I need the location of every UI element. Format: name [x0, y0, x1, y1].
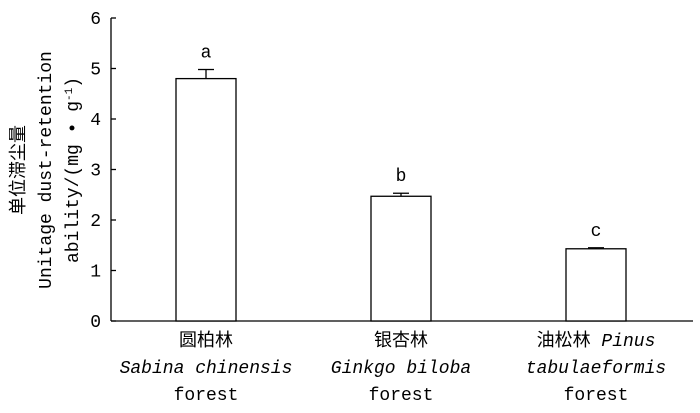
label-run: forest: [369, 386, 434, 406]
label-run: 单位滞尘量: [8, 125, 30, 215]
label-run: Sabina chinensis: [120, 359, 293, 379]
label-run: 银杏林: [374, 330, 428, 352]
bar: [565, 248, 627, 322]
label-run: forest: [564, 386, 629, 406]
label-run: Pinus: [601, 332, 655, 352]
y-tick-label: 4: [90, 111, 101, 131]
superscript: -1: [64, 87, 76, 101]
y-axis-label: Unitage dust-retention: [37, 51, 57, 289]
label-run: Ginkgo biloba: [331, 359, 471, 379]
x-tick-label: forest: [174, 386, 239, 406]
x-tick-label: 银杏林: [374, 330, 428, 352]
y-tick-label: 6: [90, 10, 101, 30]
bar: [370, 195, 432, 322]
significance-letter: c: [591, 222, 602, 242]
x-tick-label: Sabina chinensis: [120, 359, 293, 379]
x-tick-label: 圆柏林: [179, 330, 233, 352]
y-tick-label: 0: [90, 313, 101, 333]
label-run: Unitage dust-retention: [37, 51, 57, 289]
y-axis-label: 单位滞尘量: [8, 125, 30, 215]
bar: [175, 77, 237, 322]
label-run: forest: [174, 386, 239, 406]
label-run: 圆柏林: [179, 330, 233, 352]
x-tick-label: Ginkgo biloba: [331, 359, 471, 379]
x-tick-label: forest: [369, 386, 434, 406]
y-tick-label: 1: [90, 263, 101, 283]
y-tick-label: 2: [90, 212, 101, 232]
label-run: ability/(mg • g: [64, 101, 84, 263]
x-tick-label: tabulaeformis: [526, 359, 666, 379]
x-tick-label: forest: [564, 386, 629, 406]
y-tick-label: 5: [90, 61, 101, 81]
label-run: 油松林: [537, 330, 602, 352]
y-tick-label: 3: [90, 162, 101, 182]
label-run: ): [64, 77, 84, 88]
x-tick-label: 油松林 Pinus: [537, 330, 656, 352]
label-run: tabulaeformis: [526, 359, 666, 379]
significance-letter: b: [396, 167, 407, 187]
y-axis-label: ability/(mg • g-1): [64, 77, 84, 263]
significance-letter: a: [201, 44, 212, 64]
